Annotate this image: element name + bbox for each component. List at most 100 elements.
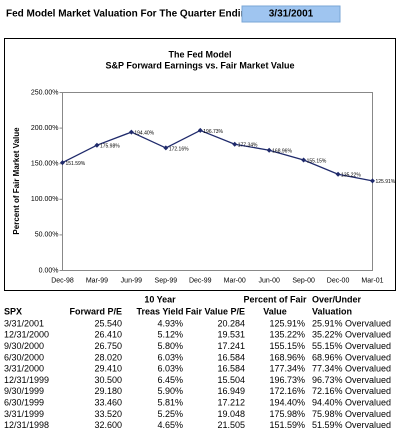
data-point bbox=[128, 129, 134, 135]
data-point bbox=[60, 160, 65, 166]
x-tick-label: Dec-00 bbox=[327, 277, 350, 284]
table-cell: 77.34% Overvalued bbox=[312, 364, 391, 374]
data-label: 168.96% bbox=[272, 149, 292, 155]
x-tick-label: Mar-01 bbox=[361, 277, 383, 284]
table-cell: 9/30/1999 bbox=[4, 386, 44, 396]
data-point bbox=[301, 157, 307, 163]
table-cell: 96.73% Overvalued bbox=[312, 375, 391, 385]
table-cell: 12/31/1999 bbox=[4, 375, 49, 385]
x-tick-label: Dec-98 bbox=[51, 277, 74, 284]
table-cell: 17.241 bbox=[217, 341, 245, 351]
table-cell: 4.93% bbox=[157, 318, 183, 328]
table-cell: 177.34% bbox=[269, 364, 305, 374]
data-point bbox=[370, 178, 375, 184]
data-label: 151.59% bbox=[66, 161, 86, 167]
chart-frame bbox=[4, 38, 396, 291]
y-tick-label: 200.00% bbox=[31, 125, 59, 132]
data-label: 177.34% bbox=[238, 143, 258, 149]
table-cell: 16.584 bbox=[217, 364, 245, 374]
table-cell: 19.048 bbox=[217, 409, 245, 419]
x-tick-label: Mar-00 bbox=[224, 277, 246, 284]
date: 3/31/2001 bbox=[269, 9, 314, 20]
table-header: Forward P/E bbox=[69, 306, 122, 316]
table-cell: 5.81% bbox=[157, 397, 183, 407]
y-tick-label: 100.00% bbox=[31, 196, 59, 203]
table-cell: 196.73% bbox=[269, 375, 305, 385]
chart-subtitle: S&P Forward Earnings vs. Fair Market Val… bbox=[106, 60, 295, 70]
x-tick-label: Jun-99 bbox=[121, 277, 143, 284]
table-header: Value bbox=[263, 306, 287, 316]
table-cell: 6.45% bbox=[157, 375, 183, 385]
data-point bbox=[94, 142, 100, 148]
table-cell: 33.520 bbox=[94, 409, 122, 419]
table-cell: 6/30/2000 bbox=[4, 352, 44, 362]
table-cell: 26.410 bbox=[94, 330, 122, 340]
y-tick-label: 50.00% bbox=[35, 232, 59, 239]
table-cell: 5.12% bbox=[157, 330, 183, 340]
data-point bbox=[197, 127, 203, 133]
y-tick-label: 150.00% bbox=[31, 161, 59, 168]
data-label: 172.16% bbox=[169, 146, 189, 152]
data-label: 196.73% bbox=[203, 129, 223, 135]
table-cell: 151.59% bbox=[269, 420, 305, 430]
table-cell: 25.91% Overvalued bbox=[312, 318, 391, 328]
table-cell: 26.750 bbox=[94, 341, 122, 351]
table-cell: 94.40% Overvalued bbox=[312, 397, 391, 407]
chart-title: The Fed Model bbox=[169, 49, 232, 59]
table-cell: 16.949 bbox=[217, 386, 245, 396]
table-cell: 51.59% Overvalued bbox=[312, 420, 391, 430]
data-label: 175.98% bbox=[100, 144, 120, 150]
table-cell: 5.90% bbox=[157, 386, 183, 396]
table-cell: 12/31/2000 bbox=[4, 330, 49, 340]
table-cell: 19.531 bbox=[217, 330, 245, 340]
data-point bbox=[266, 147, 272, 153]
table-cell: 20.284 bbox=[217, 318, 245, 328]
table-cell: 3/31/1999 bbox=[4, 409, 44, 419]
table-cell: 3/31/2000 bbox=[4, 364, 44, 374]
table-cell: 35.22% Overvalued bbox=[312, 330, 391, 340]
table-cell: 4.65% bbox=[157, 420, 183, 430]
table-cell: 194.40% bbox=[269, 397, 305, 407]
table-cell: 168.96% bbox=[269, 352, 305, 362]
data-label: 194.40% bbox=[134, 130, 154, 136]
table-cell: 55.15% Overvalued bbox=[312, 341, 391, 351]
page-title: Fed Model Market Valuation For The Quart… bbox=[6, 9, 256, 20]
x-tick-label: Sep-00 bbox=[292, 277, 315, 284]
table-cell: 6.03% bbox=[157, 352, 183, 362]
table-cell: 15.504 bbox=[217, 375, 245, 385]
table-cell: 125.91% bbox=[269, 318, 305, 328]
data-point bbox=[335, 171, 341, 177]
data-line bbox=[62, 129, 373, 182]
data-point bbox=[232, 141, 238, 147]
table-cell: 75.98% Overvalued bbox=[312, 409, 391, 419]
table-cell: 16.584 bbox=[217, 352, 245, 362]
x-tick-label: Dec-99 bbox=[189, 277, 212, 284]
table-cell: 21.505 bbox=[217, 420, 245, 430]
table-cell: 135.22% bbox=[269, 330, 305, 340]
table-cell: 12/31/1998 bbox=[4, 420, 49, 430]
data-point bbox=[163, 145, 169, 151]
table-cell: 25.540 bbox=[94, 318, 122, 328]
table-cell: 172.16% bbox=[269, 386, 305, 396]
date-box bbox=[241, 5, 341, 23]
table-cell: 5.80% bbox=[157, 341, 183, 351]
x-tick-label: Jun-00 bbox=[258, 277, 280, 284]
x-tick-label: Sep-99 bbox=[155, 277, 178, 284]
table-header: Fair Value P/E bbox=[185, 306, 245, 316]
table-header: Percent of Fair bbox=[243, 294, 307, 304]
data-label: 125.91% bbox=[376, 179, 396, 185]
table-cell: 29.180 bbox=[94, 386, 122, 396]
table-cell: 32.600 bbox=[94, 420, 122, 430]
table-cell: 33.460 bbox=[94, 397, 122, 407]
table-cell: 6.03% bbox=[157, 364, 183, 374]
table-cell: 17.212 bbox=[217, 397, 245, 407]
y-tick-label: 250.00% bbox=[31, 89, 59, 96]
table-cell: 3/31/2001 bbox=[4, 318, 44, 328]
table-cell: 68.96% Overvalued bbox=[312, 352, 391, 362]
table-cell: 30.500 bbox=[94, 375, 122, 385]
table-header: 10 Year bbox=[144, 294, 176, 304]
x-tick-label: Mar-99 bbox=[86, 277, 108, 284]
table-header: Over/Under bbox=[312, 294, 362, 304]
